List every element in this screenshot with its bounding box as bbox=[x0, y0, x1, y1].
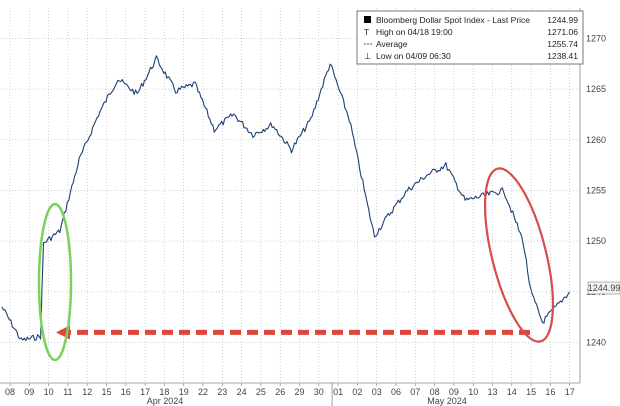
legend-low-label: Low on 04/09 06:30 bbox=[376, 51, 451, 61]
legend-box bbox=[356, 10, 584, 65]
series-line bbox=[1, 55, 570, 342]
x-tick-label: 15 bbox=[526, 387, 536, 397]
x-tick-label: 23 bbox=[217, 387, 227, 397]
y-tick-label: 1250 bbox=[586, 236, 606, 246]
legend-series-swatch bbox=[364, 16, 371, 23]
legend-high-value: 1271.06 bbox=[547, 27, 578, 37]
last-price-badge-box bbox=[587, 281, 620, 295]
x-tick-label: 26 bbox=[275, 387, 285, 397]
x-tick-label: 10 bbox=[44, 387, 54, 397]
x-tick-label: 10 bbox=[468, 387, 478, 397]
x-tick-label: 09 bbox=[24, 387, 34, 397]
x-tick-label: 07 bbox=[410, 387, 420, 397]
y-axis: 1240124512501255126012651270 bbox=[579, 8, 606, 383]
x-tick-label: 03 bbox=[372, 387, 382, 397]
x-tick-label: 08 bbox=[430, 387, 440, 397]
x-tick-label: 29 bbox=[294, 387, 304, 397]
x-tick-label: 22 bbox=[198, 387, 208, 397]
y-tick-label: 1240 bbox=[586, 337, 606, 347]
x-tick-label: 16 bbox=[545, 387, 555, 397]
last-price-badge-text: 1244.99 bbox=[588, 283, 620, 293]
legend-average-label: Average bbox=[376, 39, 408, 49]
last-price-badge: 1244.99 bbox=[587, 281, 620, 295]
x-tick-label: 09 bbox=[449, 387, 459, 397]
y-tick-label: 1260 bbox=[586, 135, 606, 145]
x-tick-label: 19 bbox=[179, 387, 189, 397]
y-tick-label: 1255 bbox=[586, 185, 606, 195]
legend-high-marker: T bbox=[364, 27, 369, 37]
x-month-label: Apr 2024 bbox=[147, 396, 184, 406]
series-path bbox=[1, 55, 570, 342]
x-tick-label: 06 bbox=[391, 387, 401, 397]
x-tick-label: 15 bbox=[101, 387, 111, 397]
x-tick-label: 11 bbox=[63, 387, 72, 397]
x-tick-label: 13 bbox=[487, 387, 497, 397]
legend-average-value: 1255.74 bbox=[547, 39, 578, 49]
x-tick-label: 17 bbox=[565, 387, 575, 397]
x-tick-label: 24 bbox=[237, 387, 247, 397]
legend-low-marker: ⊥ bbox=[364, 51, 372, 61]
x-tick-label: 12 bbox=[82, 387, 92, 397]
x-tick-label: 16 bbox=[121, 387, 131, 397]
y-tick-label: 1265 bbox=[586, 84, 606, 94]
x-tick-label: 08 bbox=[5, 387, 15, 397]
x-tick-label: 14 bbox=[507, 387, 517, 397]
x-tick-label: 18 bbox=[159, 387, 169, 397]
legend: Bloomberg Dollar Spot Index - Last Price… bbox=[356, 10, 584, 65]
x-axis: 08 09 10 11 12 15 16 17 18 19 22 23 24 25 26 29 30 01 02 03… bbox=[0, 382, 580, 406]
x-month-label: May 2024 bbox=[427, 396, 467, 406]
legend-low-value: 1238.41 bbox=[547, 51, 578, 61]
annotations bbox=[37, 167, 555, 362]
legend-high-label: High on 04/18 19:00 bbox=[376, 27, 453, 37]
legend-series-value: 1244.99 bbox=[547, 15, 578, 25]
highlight-ellipse-green bbox=[37, 202, 73, 362]
x-tick-label: 01 bbox=[333, 387, 343, 397]
y-tick-label: 1270 bbox=[586, 33, 606, 43]
x-tick-label: 30 bbox=[314, 387, 324, 397]
x-tick-label: 02 bbox=[352, 387, 362, 397]
legend-series-label: Bloomberg Dollar Spot Index - Last Price bbox=[376, 15, 530, 25]
x-tick-label: 17 bbox=[140, 387, 150, 397]
highlight-ellipse-red bbox=[483, 167, 555, 343]
x-tick-label: 25 bbox=[256, 387, 266, 397]
